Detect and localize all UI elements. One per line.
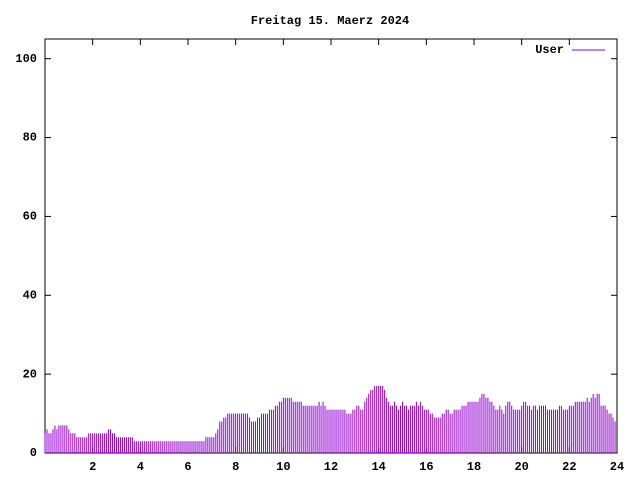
x-tick-label: 20 [514, 460, 528, 474]
x-tick-label: 16 [419, 460, 433, 474]
x-tick-label: 14 [371, 460, 385, 474]
y-tick-label: 80 [23, 131, 37, 145]
y-tick-label: 0 [30, 446, 37, 460]
chart-title: Freitag 15. Maerz 2024 [251, 14, 409, 28]
x-tick-label: 4 [137, 460, 144, 474]
x-tick-label: 22 [562, 460, 576, 474]
x-tick-label: 18 [467, 460, 481, 474]
y-tick-label: 100 [15, 52, 37, 66]
y-tick-label: 40 [23, 288, 37, 302]
x-tick-label: 24 [610, 460, 624, 474]
y-tick-label: 60 [23, 210, 37, 224]
x-tick-label: 10 [276, 460, 290, 474]
x-tick-label: 2 [89, 460, 96, 474]
legend-label: User [535, 43, 564, 57]
x-tick-label: 6 [184, 460, 191, 474]
y-tick-label: 20 [23, 367, 37, 381]
x-tick-label: 12 [324, 460, 338, 474]
plot-frame [44, 38, 618, 454]
x-tick-label: 8 [232, 460, 239, 474]
